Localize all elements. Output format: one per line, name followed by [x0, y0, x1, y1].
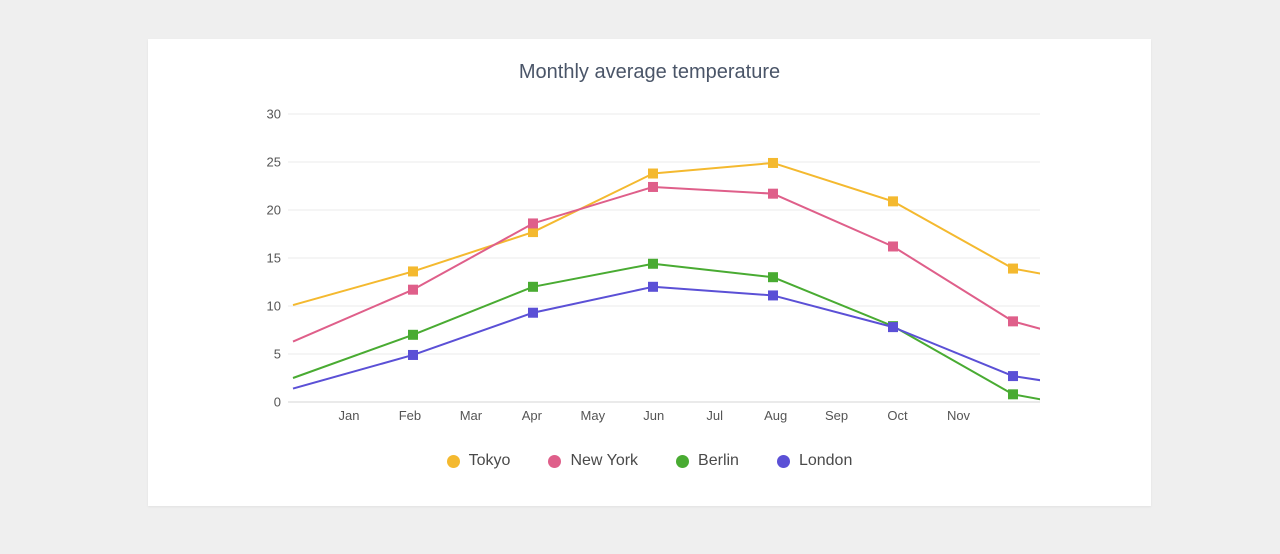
data-point-marker[interactable] — [768, 157, 778, 168]
data-point-marker[interactable] — [528, 218, 538, 229]
series-london — [292, 285, 1040, 390]
x-tick-label: Sep — [825, 408, 848, 423]
data-point-marker[interactable] — [528, 227, 538, 238]
x-tick-label: Oct — [887, 408, 908, 423]
data-point-marker[interactable] — [768, 272, 778, 283]
y-tick-label: 20 — [267, 203, 281, 218]
data-point-marker[interactable] — [408, 266, 418, 277]
x-tick-label: Jun — [643, 408, 664, 423]
series-tokyo — [292, 161, 1040, 307]
data-point-marker[interactable] — [768, 290, 778, 301]
y-tick-label: 30 — [267, 107, 281, 122]
series-berlin — [292, 262, 1040, 401]
y-tick-label: 5 — [274, 347, 281, 362]
y-tick-label: 25 — [267, 155, 281, 170]
data-point-marker[interactable] — [648, 168, 658, 179]
data-point-marker[interactable] — [888, 322, 898, 333]
data-point-marker[interactable] — [408, 329, 418, 340]
series-line — [292, 161, 1040, 307]
legend-item-london[interactable]: London — [776, 452, 853, 470]
legend-label: Tokyo — [468, 452, 511, 469]
data-point-marker[interactable] — [648, 281, 658, 292]
chart-title: Monthly average temperature — [518, 61, 781, 83]
x-tick-label: Aug — [764, 408, 787, 423]
series-line — [292, 185, 1040, 343]
x-tick-label: Mar — [460, 408, 483, 423]
y-tick-label: 15 — [267, 251, 281, 266]
data-point-marker[interactable] — [1008, 263, 1018, 274]
x-tick-label: Nov — [947, 408, 971, 423]
x-tick-label: Feb — [399, 408, 421, 423]
data-point-marker[interactable] — [648, 181, 658, 192]
data-point-marker[interactable] — [1008, 371, 1018, 382]
data-point-marker[interactable] — [648, 258, 658, 269]
x-tick-label: Apr — [522, 408, 543, 423]
legend-marker-icon — [676, 454, 690, 468]
y-tick-label: 0 — [274, 395, 281, 410]
x-tick-label: Jan — [339, 408, 360, 423]
legend-item-berlin[interactable]: Berlin — [676, 452, 739, 470]
legend-item-new-york[interactable]: New York — [548, 452, 638, 470]
x-tick-label: May — [581, 408, 606, 423]
series-line — [292, 285, 1040, 390]
data-point-marker[interactable] — [408, 349, 418, 360]
legend-label: New York — [570, 452, 639, 469]
legend-item-tokyo[interactable]: Tokyo — [446, 452, 511, 470]
y-tick-label: 10 — [267, 299, 281, 314]
legend-marker-icon — [446, 454, 460, 468]
series-new-york — [292, 185, 1040, 343]
data-point-marker[interactable] — [888, 196, 898, 207]
chart-card: Monthly average temperature 0 5 10 15 20 25 30… — [148, 39, 1151, 506]
data-point-marker[interactable] — [888, 241, 898, 252]
series-line — [292, 262, 1040, 401]
data-point-marker[interactable] — [1008, 316, 1018, 327]
data-point-marker[interactable] — [1008, 389, 1018, 400]
legend-label: London — [798, 452, 853, 469]
x-tick-label: Jul — [706, 408, 723, 423]
legend-label: Berlin — [698, 452, 739, 469]
data-point-marker[interactable] — [528, 307, 538, 318]
legend-marker-icon — [776, 454, 790, 468]
data-point-marker[interactable] — [528, 281, 538, 292]
data-point-marker[interactable] — [408, 284, 418, 295]
legend-marker-icon — [548, 454, 562, 468]
chart-legend: Tokyo New York Berlin London — [148, 452, 1151, 470]
line-chart: 0 5 10 15 20 25 30 Jan Feb Mar Apr May Jun Jul Aug Sep O… — [267, 107, 1040, 423]
data-point-marker[interactable] — [768, 188, 778, 199]
